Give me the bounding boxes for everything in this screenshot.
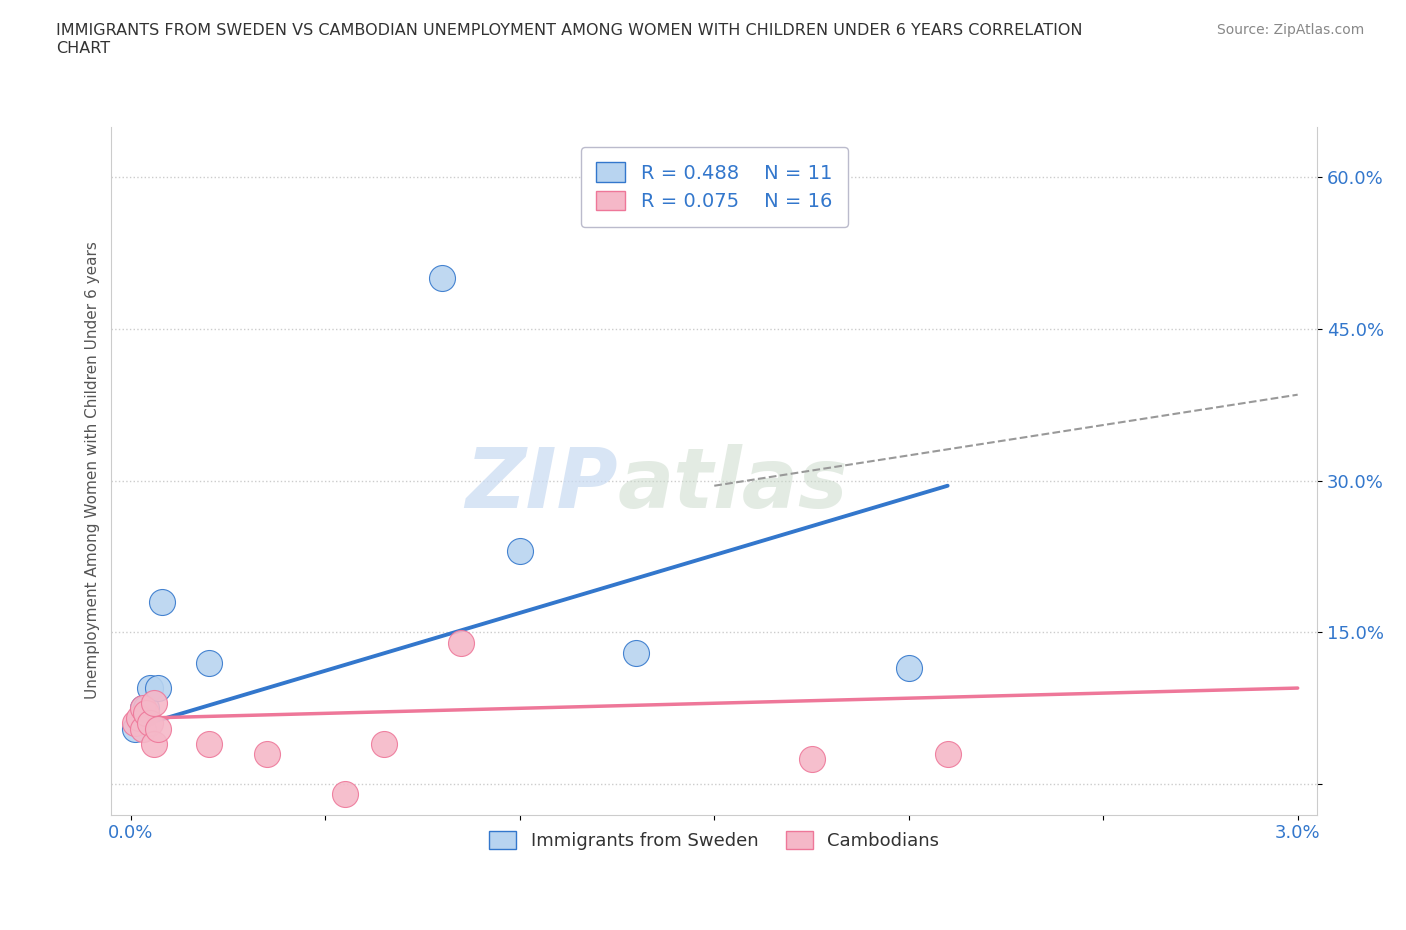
Legend: Immigrants from Sweden, Cambodians: Immigrants from Sweden, Cambodians xyxy=(482,823,946,857)
Point xyxy=(897,660,920,675)
Point xyxy=(131,701,153,716)
Point xyxy=(333,787,356,802)
Text: Source: ZipAtlas.com: Source: ZipAtlas.com xyxy=(1216,23,1364,37)
Point xyxy=(450,635,472,650)
Point xyxy=(146,681,169,696)
Point xyxy=(139,681,162,696)
Point xyxy=(430,271,453,286)
Point xyxy=(256,747,278,762)
Point xyxy=(139,716,162,731)
Point xyxy=(135,706,157,721)
Point xyxy=(146,721,169,736)
Point xyxy=(128,711,150,725)
Y-axis label: Unemployment Among Women with Children Under 6 years: Unemployment Among Women with Children U… xyxy=(86,242,100,699)
Point xyxy=(135,701,157,716)
Text: IMMIGRANTS FROM SWEDEN VS CAMBODIAN UNEMPLOYMENT AMONG WOMEN WITH CHILDREN UNDER: IMMIGRANTS FROM SWEDEN VS CAMBODIAN UNEM… xyxy=(56,23,1083,56)
Point xyxy=(124,716,146,731)
Point xyxy=(131,721,153,736)
Point xyxy=(143,696,166,711)
Point xyxy=(131,701,153,716)
Point xyxy=(936,747,959,762)
Point xyxy=(800,751,823,766)
Point xyxy=(373,737,395,751)
Point xyxy=(124,721,146,736)
Text: ZIP: ZIP xyxy=(465,444,617,525)
Point xyxy=(197,737,219,751)
Point xyxy=(626,645,648,660)
Point xyxy=(197,656,219,671)
Text: atlas: atlas xyxy=(617,444,848,525)
Point xyxy=(143,737,166,751)
Point xyxy=(509,544,531,559)
Point xyxy=(150,594,173,609)
